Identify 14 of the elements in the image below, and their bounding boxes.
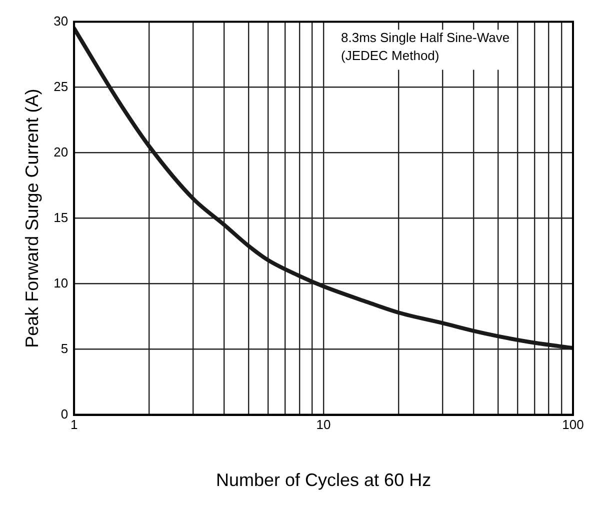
x-tick-label: 10 <box>316 417 331 432</box>
x-tick-label: 100 <box>562 417 584 432</box>
y-tick-label: 5 <box>60 340 68 356</box>
y-tick-label: 20 <box>54 144 68 160</box>
y-tick-label: 0 <box>60 406 68 422</box>
y-axis-title: Peak Forward Surge Current (A) <box>22 88 42 348</box>
y-tick-label: 10 <box>54 275 68 290</box>
x-axis-title: Number of Cycles at 60 Hz <box>216 470 432 490</box>
y-tick-label: 30 <box>54 13 68 28</box>
y-tick-label: 25 <box>54 78 68 94</box>
x-tick-label: 1 <box>70 417 78 432</box>
annotation: 8.3ms Single Half Sine-Wave <box>340 30 510 45</box>
annotation: (JEDEC Method) <box>340 48 440 63</box>
y-tick-label: 15 <box>54 210 68 225</box>
